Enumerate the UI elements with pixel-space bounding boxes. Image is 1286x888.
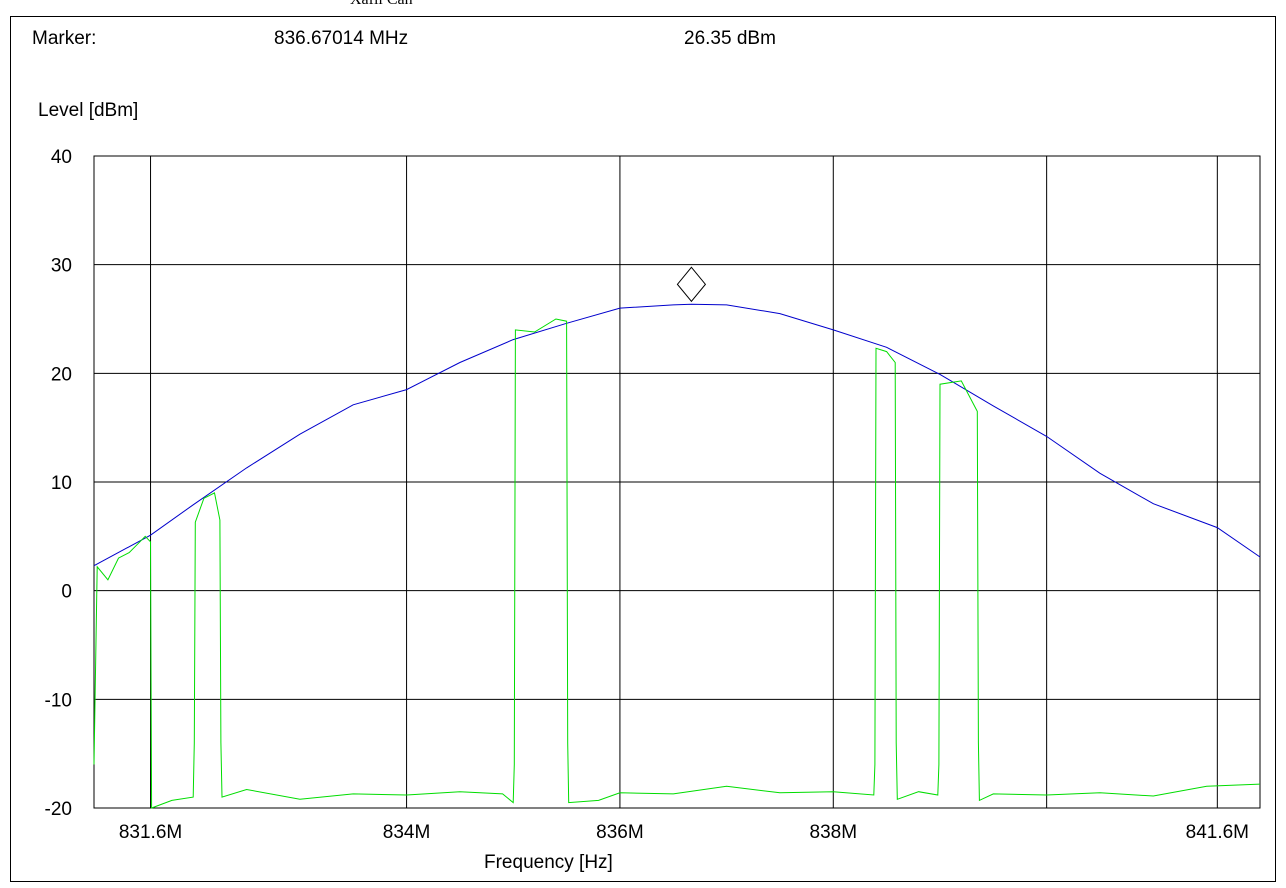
y-tick-label: -20 (45, 799, 72, 820)
marker-diamond-icon (676, 266, 707, 303)
marker-frequency-readout: 836.67014 MHz (274, 28, 409, 49)
live-trace (93, 318, 1261, 809)
y-tick-label: 30 (51, 256, 72, 277)
x-tick-label: 831.6M (119, 822, 182, 843)
y-tick-label: 0 (61, 582, 72, 603)
clipped-title-text: Xafil Can (350, 0, 413, 9)
y-tick-label: 10 (51, 473, 72, 494)
x-tick-label: 841.6M (1186, 822, 1249, 843)
y-tick-label: -10 (45, 690, 72, 711)
marker-level-readout: 26.35 dBm (684, 28, 776, 49)
y-tick-label: 20 (51, 364, 72, 385)
chart-frame (10, 16, 1276, 882)
max-hold-trace (93, 303, 1261, 567)
x-tick-label: 836M (596, 822, 644, 843)
x-axis-label: Frequency [Hz] (484, 852, 613, 873)
y-tick-label: 40 (51, 147, 72, 168)
x-tick-label: 834M (383, 822, 431, 843)
y-axis-label: Level [dBm] (38, 100, 139, 121)
x-tick-label: 838M (810, 822, 858, 843)
marker-label: Marker: (32, 28, 97, 49)
